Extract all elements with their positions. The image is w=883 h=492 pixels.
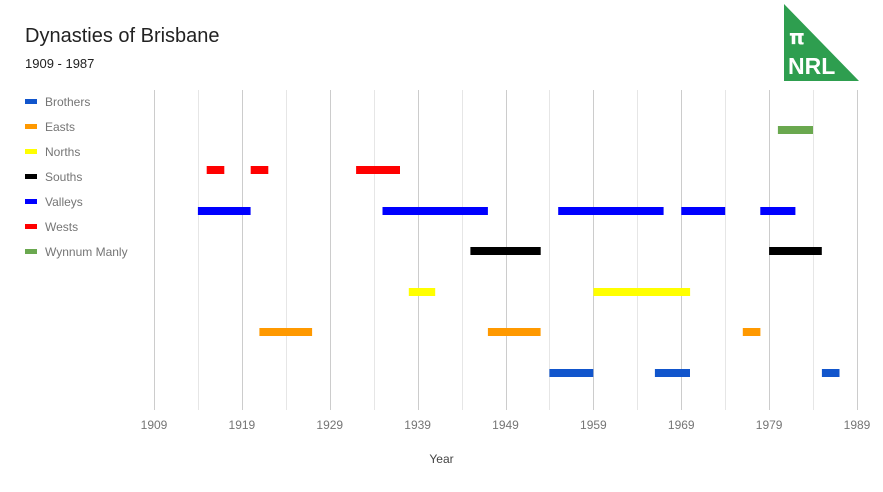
timeline-bar-valleys[interactable] xyxy=(760,207,796,215)
legend-label: Easts xyxy=(45,119,76,134)
x-tick-label: 1909 xyxy=(140,418,168,432)
x-tick-label: 1989 xyxy=(843,418,871,432)
legend-item-valleys[interactable]: Valleys xyxy=(25,189,128,214)
timeline-bar-brothers[interactable] xyxy=(821,369,840,377)
timeline-bar-brothers[interactable] xyxy=(654,369,690,377)
legend-label: Wests xyxy=(45,219,79,234)
legend: Brothers Easts Norths Souths Valleys Wests Wyn… xyxy=(25,89,128,264)
timeline-bar-easts[interactable] xyxy=(259,328,313,336)
legend-swatch xyxy=(25,224,37,229)
legend-swatch xyxy=(25,174,37,179)
legend-item-brothers[interactable]: Brothers xyxy=(25,89,128,114)
legend-swatch xyxy=(25,99,37,104)
legend-swatch xyxy=(25,249,37,254)
legend-label: Norths xyxy=(45,144,81,159)
timeline-bar-wests[interactable] xyxy=(206,166,225,174)
x-tick-label: 1919 xyxy=(228,418,256,432)
timeline-bar-wests[interactable] xyxy=(250,166,269,174)
logo-text: NRL xyxy=(788,53,835,79)
timeline-bar-valleys[interactable] xyxy=(558,207,664,215)
timeline-bar-souths[interactable] xyxy=(470,247,541,255)
legend-item-wests[interactable]: Wests xyxy=(25,214,128,239)
legend-label: Souths xyxy=(45,169,83,184)
timeline-bar-norths[interactable] xyxy=(408,288,436,296)
x-tick-label: 1959 xyxy=(580,418,607,432)
timeline-bar-easts[interactable] xyxy=(742,328,761,336)
x-tick-label: 1929 xyxy=(316,418,344,432)
timeline-bar-wynnum-manly[interactable] xyxy=(777,126,813,134)
nrl-logo: π NRL xyxy=(784,4,859,81)
chart-subtitle: 1909 - 1987 xyxy=(25,56,95,71)
timeline-bar-souths[interactable] xyxy=(769,247,822,255)
legend-item-easts[interactable]: Easts xyxy=(25,114,128,139)
chart-title: Dynasties of Brisbane xyxy=(25,25,220,47)
legend-item-wynnum-manly[interactable]: Wynnum Manly xyxy=(25,239,128,264)
legend-swatch xyxy=(25,124,37,129)
x-tick-label: 1949 xyxy=(492,418,519,432)
timeline-bar-wests[interactable] xyxy=(356,166,400,174)
legend-label: Brothers xyxy=(45,94,91,109)
x-tick-label: 1969 xyxy=(667,418,695,432)
x-tick-label: 1939 xyxy=(404,418,431,432)
timeline-bar-valleys[interactable] xyxy=(681,207,726,215)
timeline-bar-brothers[interactable] xyxy=(549,369,594,377)
legend-item-souths[interactable]: Souths xyxy=(25,164,128,189)
legend-swatch xyxy=(25,199,37,204)
legend-item-norths[interactable]: Norths xyxy=(25,139,128,164)
x-tick-label: 1979 xyxy=(755,418,783,432)
timeline-bar-valleys[interactable] xyxy=(197,207,251,215)
timeline-bar-easts[interactable] xyxy=(487,328,541,336)
legend-label: Valleys xyxy=(45,194,83,209)
legend-label: Wynnum Manly xyxy=(45,244,128,259)
pi-icon: π xyxy=(789,25,805,49)
x-axis-label: Year xyxy=(429,452,454,466)
timeline-bar-valleys[interactable] xyxy=(382,207,488,215)
legend-swatch xyxy=(25,149,37,154)
timeline-bar-norths[interactable] xyxy=(593,288,691,296)
